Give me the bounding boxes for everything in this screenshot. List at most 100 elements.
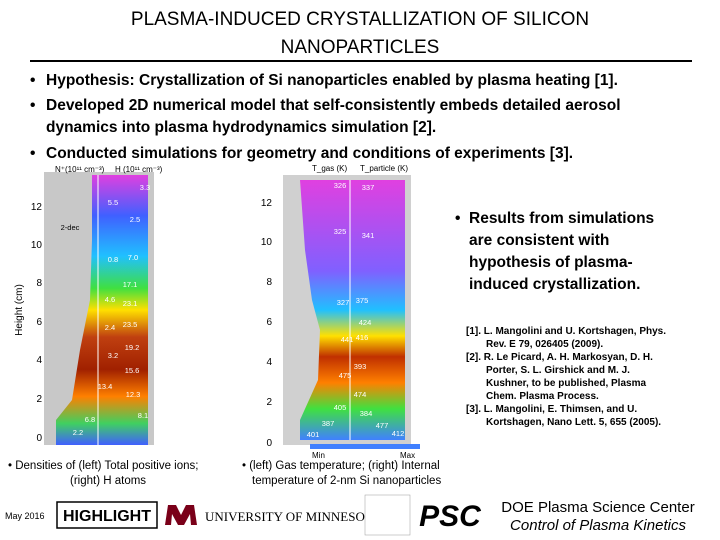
plot-header: T_gas (K) — [312, 164, 347, 173]
contour-label: 475 — [339, 371, 352, 380]
contour-label: 387 — [322, 419, 335, 428]
reference: [2]. R. Le Picard, A. H. Markosyan, D. H… — [466, 352, 653, 363]
y-label: Height (cm) — [14, 284, 25, 336]
tick: 4 — [266, 357, 272, 368]
bullet: Developed 2D numerical model that self-c… — [46, 97, 621, 114]
center-logo — [364, 494, 411, 536]
bullet: dynamics into plasma hydrodynamics simul… — [46, 119, 436, 136]
result: • Results from simulations are consisten… — [455, 210, 654, 293]
tick: 12 — [31, 202, 43, 213]
result-line: Results from simulations — [469, 210, 654, 227]
contour-label: 477 — [376, 421, 389, 430]
contour-label: 326 — [334, 181, 347, 190]
badge: HIGHLIGHT — [63, 508, 151, 525]
contour-label: 13.4 — [98, 382, 113, 391]
legend-label: Max — [400, 451, 415, 460]
plot-note: 2-dec — [61, 223, 80, 232]
contour-label: 2.4 — [105, 323, 115, 332]
title-line: PLASMA-INDUCED CRYSTALLIZATION OF SILICO… — [131, 9, 589, 30]
plot-header: H (10¹¹ cm⁻³) — [115, 165, 163, 174]
footer: May 2016 HIGHLIGHT UNIVERSITY OF MINNESO… — [5, 494, 695, 536]
contour — [56, 175, 148, 445]
bullet-dot: • — [30, 72, 35, 89]
center-name: DOE Plasma Science Center — [501, 499, 694, 516]
caption: temperature of 2-nm Si nanoparticles — [252, 475, 441, 487]
contour-label: 2.2 — [73, 428, 83, 437]
result-line: induced crystallization. — [469, 276, 640, 293]
tick: 4 — [36, 355, 42, 366]
contour-label: 4.6 — [105, 295, 115, 304]
bullets: • Hypothesis: Crystallization of Si nano… — [30, 72, 621, 162]
plot-header: N⁺(10¹¹ cm⁻³) — [55, 165, 105, 174]
tick: 8 — [266, 277, 272, 288]
contour-label: 441 — [341, 335, 354, 344]
contour-label: 23.5 — [123, 320, 138, 329]
bullet: Hypothesis: Crystallization of Si nanopa… — [46, 72, 618, 89]
university-logo — [165, 505, 197, 525]
reference: [3]. L. Mangolini, E. Thimsen, and U. — [466, 404, 637, 415]
contour-label: 341 — [362, 231, 375, 240]
tick: 6 — [266, 317, 272, 328]
title: PLASMA-INDUCED CRYSTALLIZATION OF SILICO… — [30, 9, 692, 62]
tick: 10 — [261, 237, 273, 248]
figure-left: N⁺(10¹¹ cm⁻³) H (10¹¹ cm⁻³) Height (cm) … — [14, 165, 163, 445]
contour-label: 3.2 — [108, 351, 118, 360]
contour-label: 474 — [354, 390, 367, 399]
legend-label: Min — [312, 451, 325, 460]
contour-label: 0.8 — [108, 255, 118, 264]
tick: 8 — [36, 278, 42, 289]
badge-box — [56, 501, 158, 529]
center-subtitle: Control of Plasma Kinetics — [510, 517, 686, 534]
contour-label: 7.0 — [128, 253, 138, 262]
plot-header: T_particle (K) — [360, 164, 408, 173]
tick: 2 — [266, 397, 272, 408]
contour-label: 405 — [334, 403, 347, 412]
contour-label: 401 — [307, 430, 320, 439]
bullet-dot: • — [30, 145, 35, 162]
contour-label: 424 — [359, 318, 372, 327]
contour-label: 337 — [362, 183, 375, 192]
bullet: Conducted simulations for geometry and c… — [46, 145, 573, 162]
result-line: are consistent with — [469, 232, 609, 249]
tick: 6 — [36, 317, 42, 328]
psc-logo: PSC — [419, 500, 482, 533]
contour-label: 3.3 — [140, 183, 150, 192]
contour-label: 15.6 — [125, 366, 140, 375]
bullet-dot: • — [30, 97, 35, 114]
contour-label: 6.8 — [85, 415, 95, 424]
contour-label: 375 — [356, 296, 369, 305]
contour-label: 5.5 — [108, 198, 118, 207]
title-line: NANOPARTICLES — [281, 37, 440, 58]
figure-right: T_gas (K) T_particle (K) 12 10 8 6 4 2 0… — [261, 164, 420, 460]
result-line: hypothesis of plasma- — [469, 254, 633, 271]
colorbar — [310, 444, 420, 449]
reference: Kortshagen, Nano Lett. 5, 655 (2005). — [486, 417, 661, 428]
contour — [300, 180, 405, 440]
reference: Rev. E 79, 026405 (2009). — [486, 339, 603, 350]
contour-label: 384 — [360, 409, 373, 418]
bullet-dot: • — [455, 210, 460, 227]
contour-label: 19.2 — [125, 343, 140, 352]
contour-label: 12.3 — [126, 390, 141, 399]
date: May 2016 — [5, 511, 45, 521]
reference: Kushner, to be published, Plasma — [486, 378, 646, 389]
contour-label: 325 — [334, 227, 347, 236]
contour-label: 327 — [337, 298, 350, 307]
tick: 0 — [266, 438, 272, 449]
captions: • Densities of (left) Total positive ion… — [8, 460, 441, 487]
contour-label: 393 — [354, 362, 367, 371]
tick: 10 — [31, 240, 43, 251]
contour-label: 412 — [392, 429, 405, 438]
caption: (right) H atoms — [70, 475, 146, 487]
tick: 12 — [261, 198, 273, 209]
contour-label: 2.5 — [130, 215, 140, 224]
tick: 2 — [36, 394, 42, 405]
contour-label: 8.1 — [138, 411, 148, 420]
caption: • Densities of (left) Total positive ion… — [8, 460, 198, 472]
references: [1]. L. Mangolini and U. Kortshagen, Phy… — [466, 326, 666, 428]
contour-label: 23.1 — [123, 299, 138, 308]
contour-label: 416 — [356, 333, 369, 342]
reference: Porter, S. L. Girshick and M. J. — [486, 365, 630, 376]
reference: [1]. L. Mangolini and U. Kortshagen, Phy… — [466, 326, 666, 337]
